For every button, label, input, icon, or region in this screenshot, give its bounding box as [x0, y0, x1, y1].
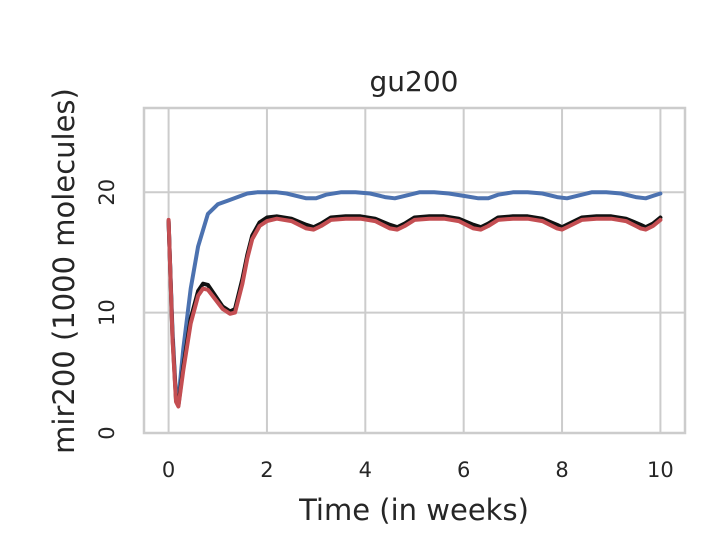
x-tick-label: 6	[457, 458, 470, 482]
x-tick-labels: 0 2 4 6 8 10	[162, 458, 674, 482]
y-tick-label: 10	[95, 299, 119, 326]
x-tick-label: 10	[647, 458, 674, 482]
x-tick-label: 4	[359, 458, 372, 482]
x-tick-label: 8	[555, 458, 568, 482]
series-line-red	[166, 216, 663, 409]
data-lines	[166, 190, 663, 409]
y-tick-labels: 0 10 20	[95, 179, 119, 440]
y-tick-label: 0	[95, 426, 119, 439]
series-line-blue	[166, 190, 663, 402]
x-axis-label: Time (in weeks)	[298, 493, 529, 527]
chart-title: gu200	[370, 65, 459, 98]
series-line-black	[166, 214, 663, 408]
plot-frame	[142, 106, 687, 435]
y-axis-label: mir200 (1000 molecules)	[47, 88, 81, 454]
x-tick-label: 2	[260, 458, 273, 482]
grid-lines	[144, 108, 685, 434]
y-tick-label: 20	[95, 179, 119, 206]
x-tick-label: 0	[162, 458, 175, 482]
